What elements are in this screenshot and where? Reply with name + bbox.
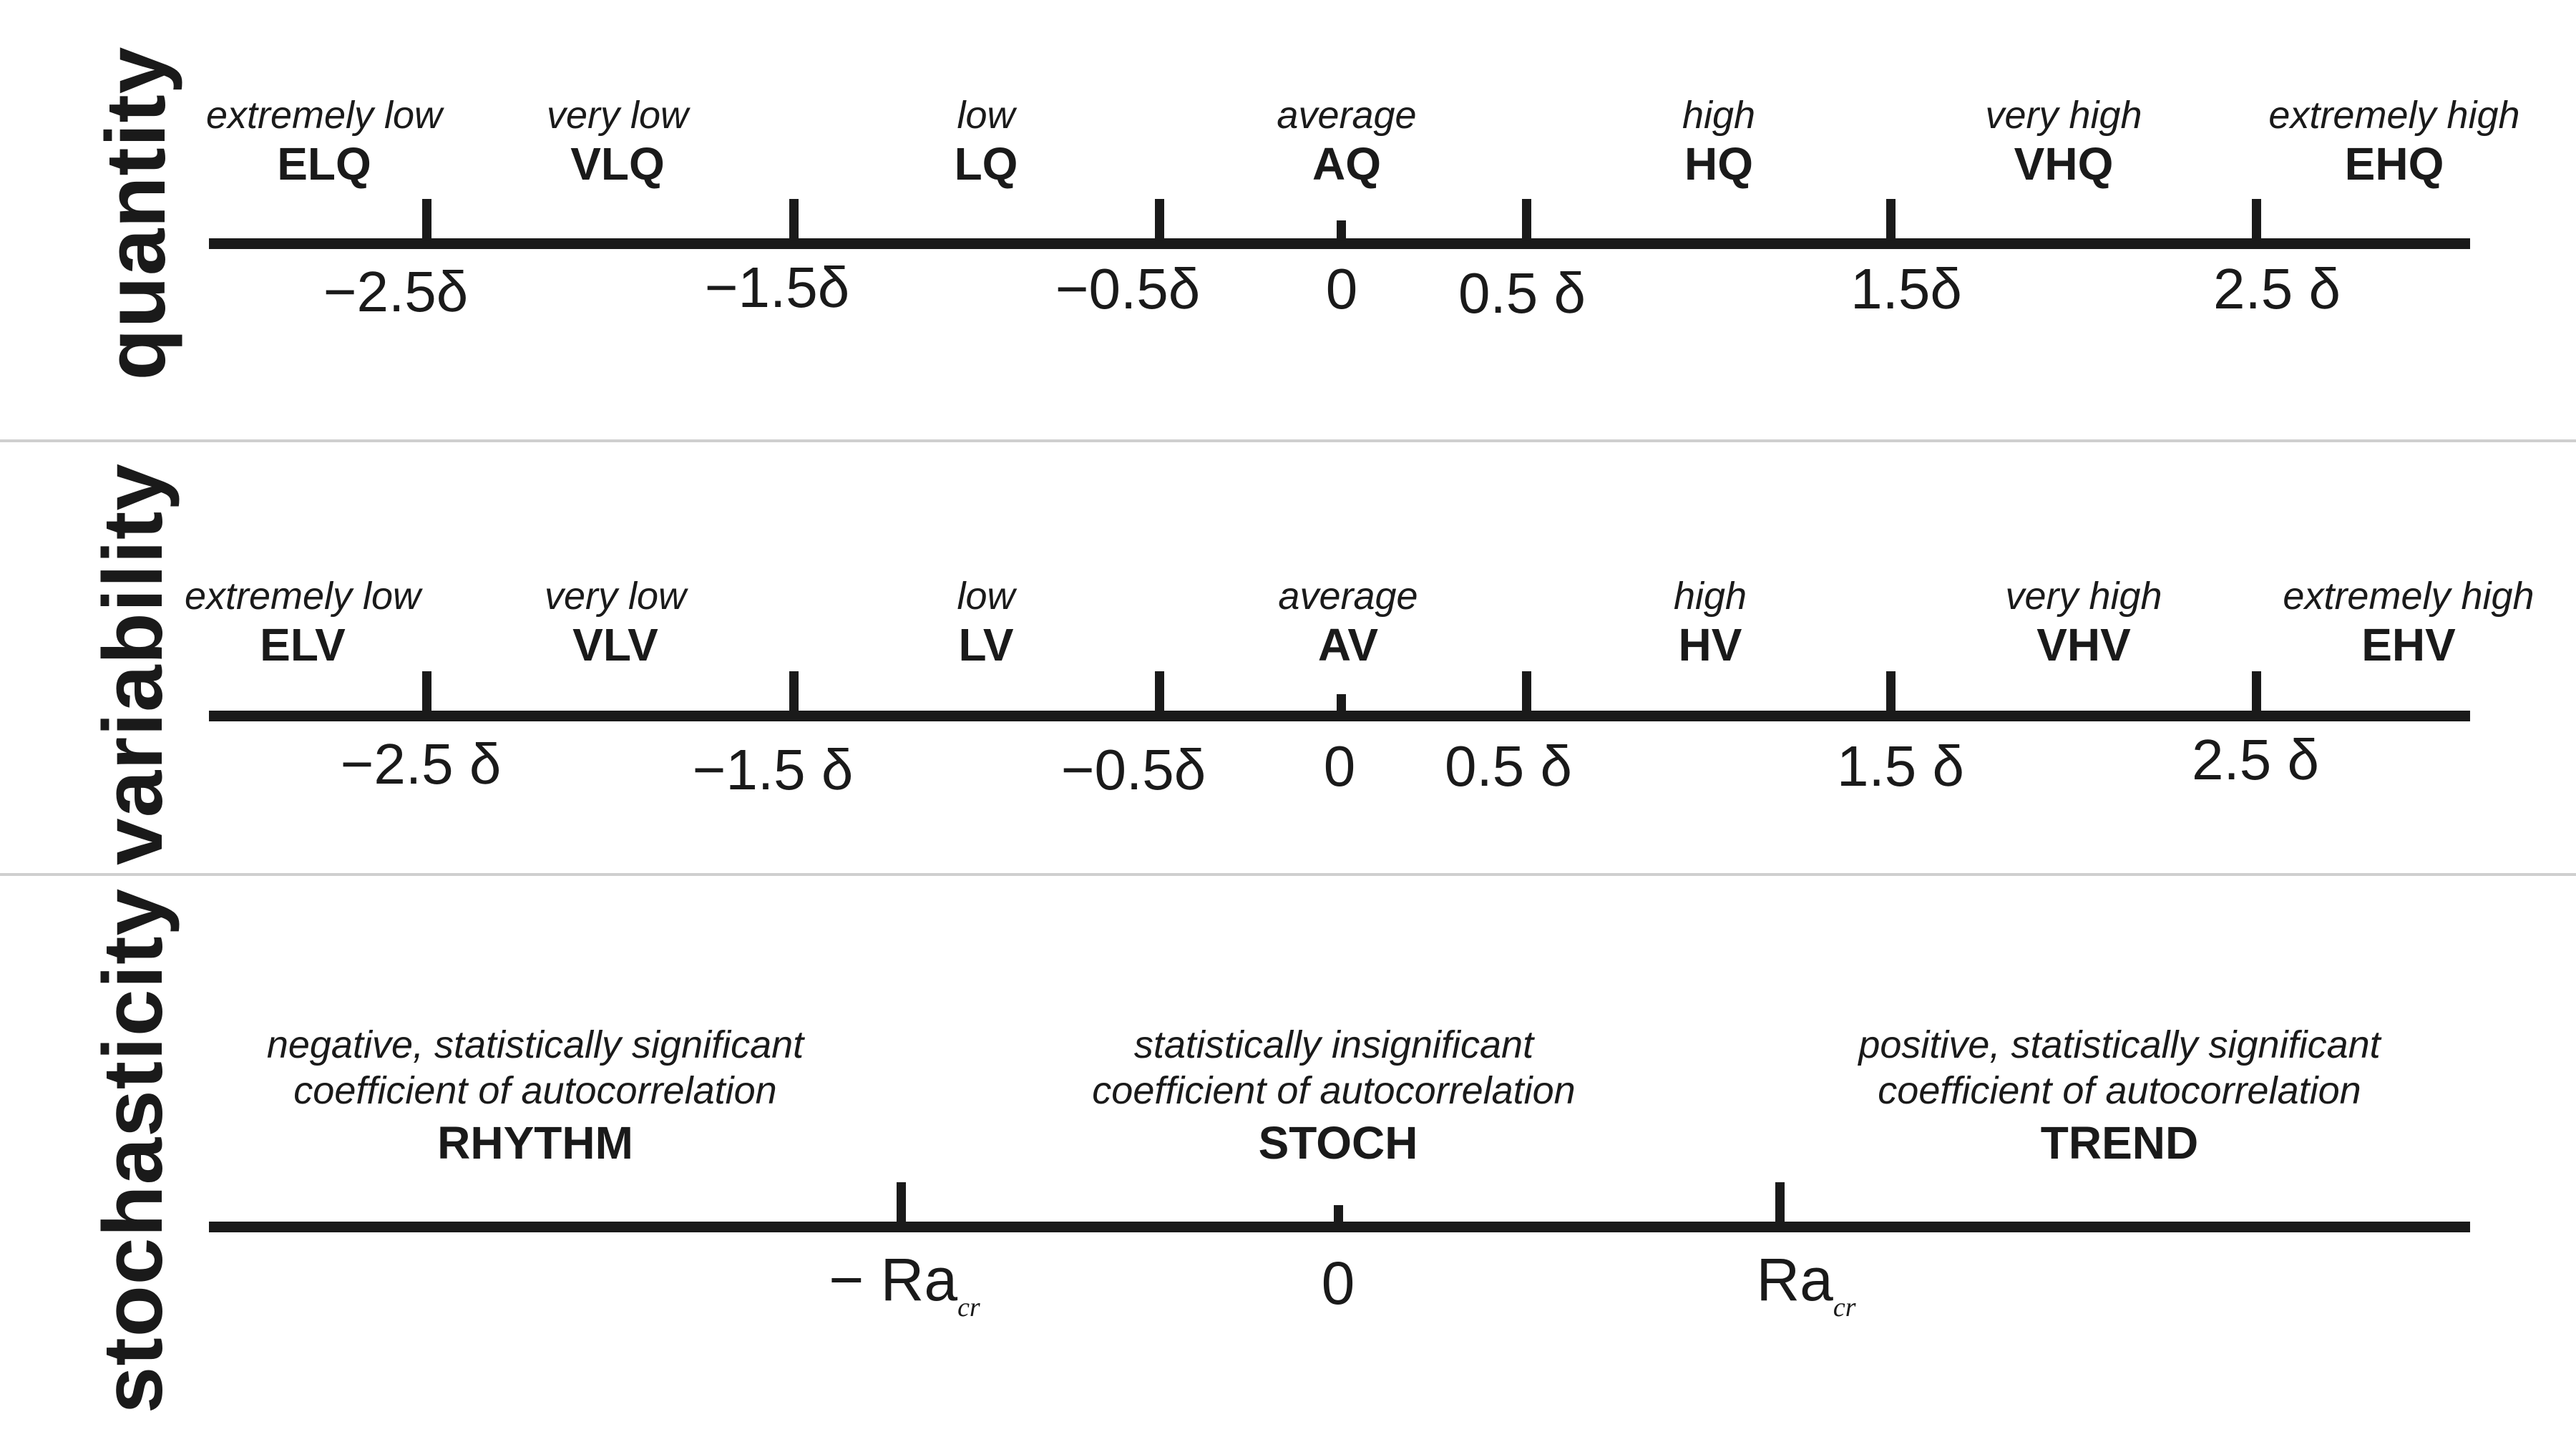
ra-main: 0 [1321, 1250, 1355, 1317]
class-abbr-vhq: VHQ [2014, 138, 2114, 190]
class-desc-very-low: very low [544, 575, 687, 618]
class-abbr-lv: LV [958, 619, 1014, 671]
tick-label-2-5: 2.5 δ [2213, 257, 2341, 321]
stochasticity-tick-minus-ra [897, 1182, 906, 1225]
class-desc-high: high [1682, 94, 1756, 137]
tick-label-minus-1-5: −1.5δ [704, 255, 850, 319]
variability-tick [422, 671, 431, 714]
variability-tick [1522, 671, 1531, 714]
desc-line: negative, statistically significant [266, 1023, 804, 1066]
quantity-axis-line [209, 238, 2470, 249]
tick-label-1-5: 1.5 δ [1837, 734, 1964, 798]
panel-divider [0, 873, 2576, 876]
tick-label-0-5: 0.5 δ [1445, 734, 1572, 798]
tick-label-minus-1-5: −1.5 δ [692, 738, 854, 802]
class-desc-high: high [1673, 575, 1747, 618]
class-desc-extremely-low: extremely low [184, 575, 421, 618]
class-desc-extremely-high: extremely high [2283, 575, 2534, 618]
quantity-tick [422, 199, 431, 242]
quantity-tick [1886, 199, 1896, 242]
desc-line: positive, statistically significant [1858, 1023, 2381, 1066]
tick-label-0-5: 0.5 δ [1458, 261, 1586, 325]
panel-divider [0, 439, 2576, 442]
stochasticity-axis-line [209, 1222, 2470, 1232]
class-abbr-av: AV [1317, 619, 1379, 671]
desc-line: statistically insignificant [1133, 1023, 1534, 1066]
class-desc-low: low [957, 575, 1015, 618]
tick-label-minus-ra-cr: − Racr [829, 1245, 980, 1323]
class-abbr-ehv: EHV [2361, 619, 2456, 671]
tick-label-zero: 0 [1323, 734, 1356, 798]
class-abbr-stoch: STOCH [1258, 1117, 1418, 1169]
tick-label-2-5: 2.5 δ [2192, 728, 2319, 791]
quantity-tick [1155, 199, 1164, 242]
quantity-tick [789, 199, 799, 242]
class-abbr-ehq: EHQ [2344, 138, 2444, 190]
quantity-axis-label: quantity [89, 46, 183, 381]
quantity-tick [1522, 199, 1531, 242]
class-abbr-elv: ELV [260, 619, 346, 671]
tick-label-minus-2-5: −2.5 δ [340, 732, 502, 796]
class-desc-low: low [957, 94, 1015, 137]
desc-line: coefficient of autocorrelation [1092, 1069, 1576, 1112]
quantity-tick-zero [1337, 220, 1346, 242]
class-abbr-hq: HQ [1684, 138, 1753, 190]
variability-tick [1886, 671, 1896, 714]
class-desc-average: average [1277, 94, 1417, 137]
tick-label-ra-cr: Racr [1756, 1245, 1855, 1323]
class-abbr-rhythm: RHYTHM [437, 1117, 633, 1169]
tick-label-1-5: 1.5δ [1850, 257, 1962, 321]
class-desc-stoch: statistically insignificant coefficient … [1092, 1022, 1575, 1114]
variability-tick [789, 671, 799, 714]
ra-subscript: cr [1833, 1292, 1856, 1322]
stochasticity-tick-zero [1334, 1205, 1343, 1225]
class-desc-trend: positive, statistically significant coef… [1858, 1022, 2380, 1114]
tick-label-minus-2-5: −2.5δ [323, 260, 469, 323]
class-desc-extremely-low: extremely low [205, 94, 443, 137]
tick-label-zero: 0 [1322, 1249, 1355, 1318]
ra-main: Ra [1756, 1246, 1833, 1313]
class-desc-very-low: very low [546, 94, 689, 137]
ra-main: − Ra [829, 1246, 958, 1313]
variability-tick [2252, 671, 2261, 714]
class-abbr-elq: ELQ [277, 138, 371, 190]
variability-axis-label: variability [86, 463, 180, 865]
class-abbr-hv: HV [1678, 619, 1742, 671]
class-abbr-trend: TREND [2040, 1117, 2199, 1169]
stochasticity-axis-label: stochasticity [86, 887, 180, 1414]
class-desc-average: average [1278, 575, 1418, 618]
class-desc-very-high: very high [2005, 575, 2162, 618]
ra-subscript: cr [957, 1292, 980, 1322]
tick-label-minus-0-5: −0.5δ [1060, 738, 1206, 802]
variability-tick [1155, 671, 1164, 714]
quantity-tick [2252, 199, 2261, 242]
variability-tick-zero [1337, 694, 1346, 714]
tick-label-minus-0-5: −0.5δ [1055, 257, 1201, 321]
class-abbr-aq: AQ [1312, 138, 1381, 190]
class-abbr-vlq: VLQ [570, 138, 665, 190]
desc-line: coefficient of autocorrelation [293, 1069, 777, 1112]
stochasticity-tick-ra [1775, 1182, 1785, 1225]
class-abbr-vlv: VLV [572, 619, 658, 671]
class-abbr-vhv: VHV [2036, 619, 2131, 671]
class-abbr-lq: LQ [954, 138, 1018, 190]
class-desc-rhythm: negative, statistically significant coef… [267, 1022, 804, 1114]
variability-axis-line [209, 711, 2470, 721]
class-desc-very-high: very high [1985, 94, 2142, 137]
tick-label-zero: 0 [1325, 257, 1358, 321]
class-desc-extremely-high: extremely high [2268, 94, 2520, 137]
desc-line: coefficient of autocorrelation [1878, 1069, 2361, 1112]
